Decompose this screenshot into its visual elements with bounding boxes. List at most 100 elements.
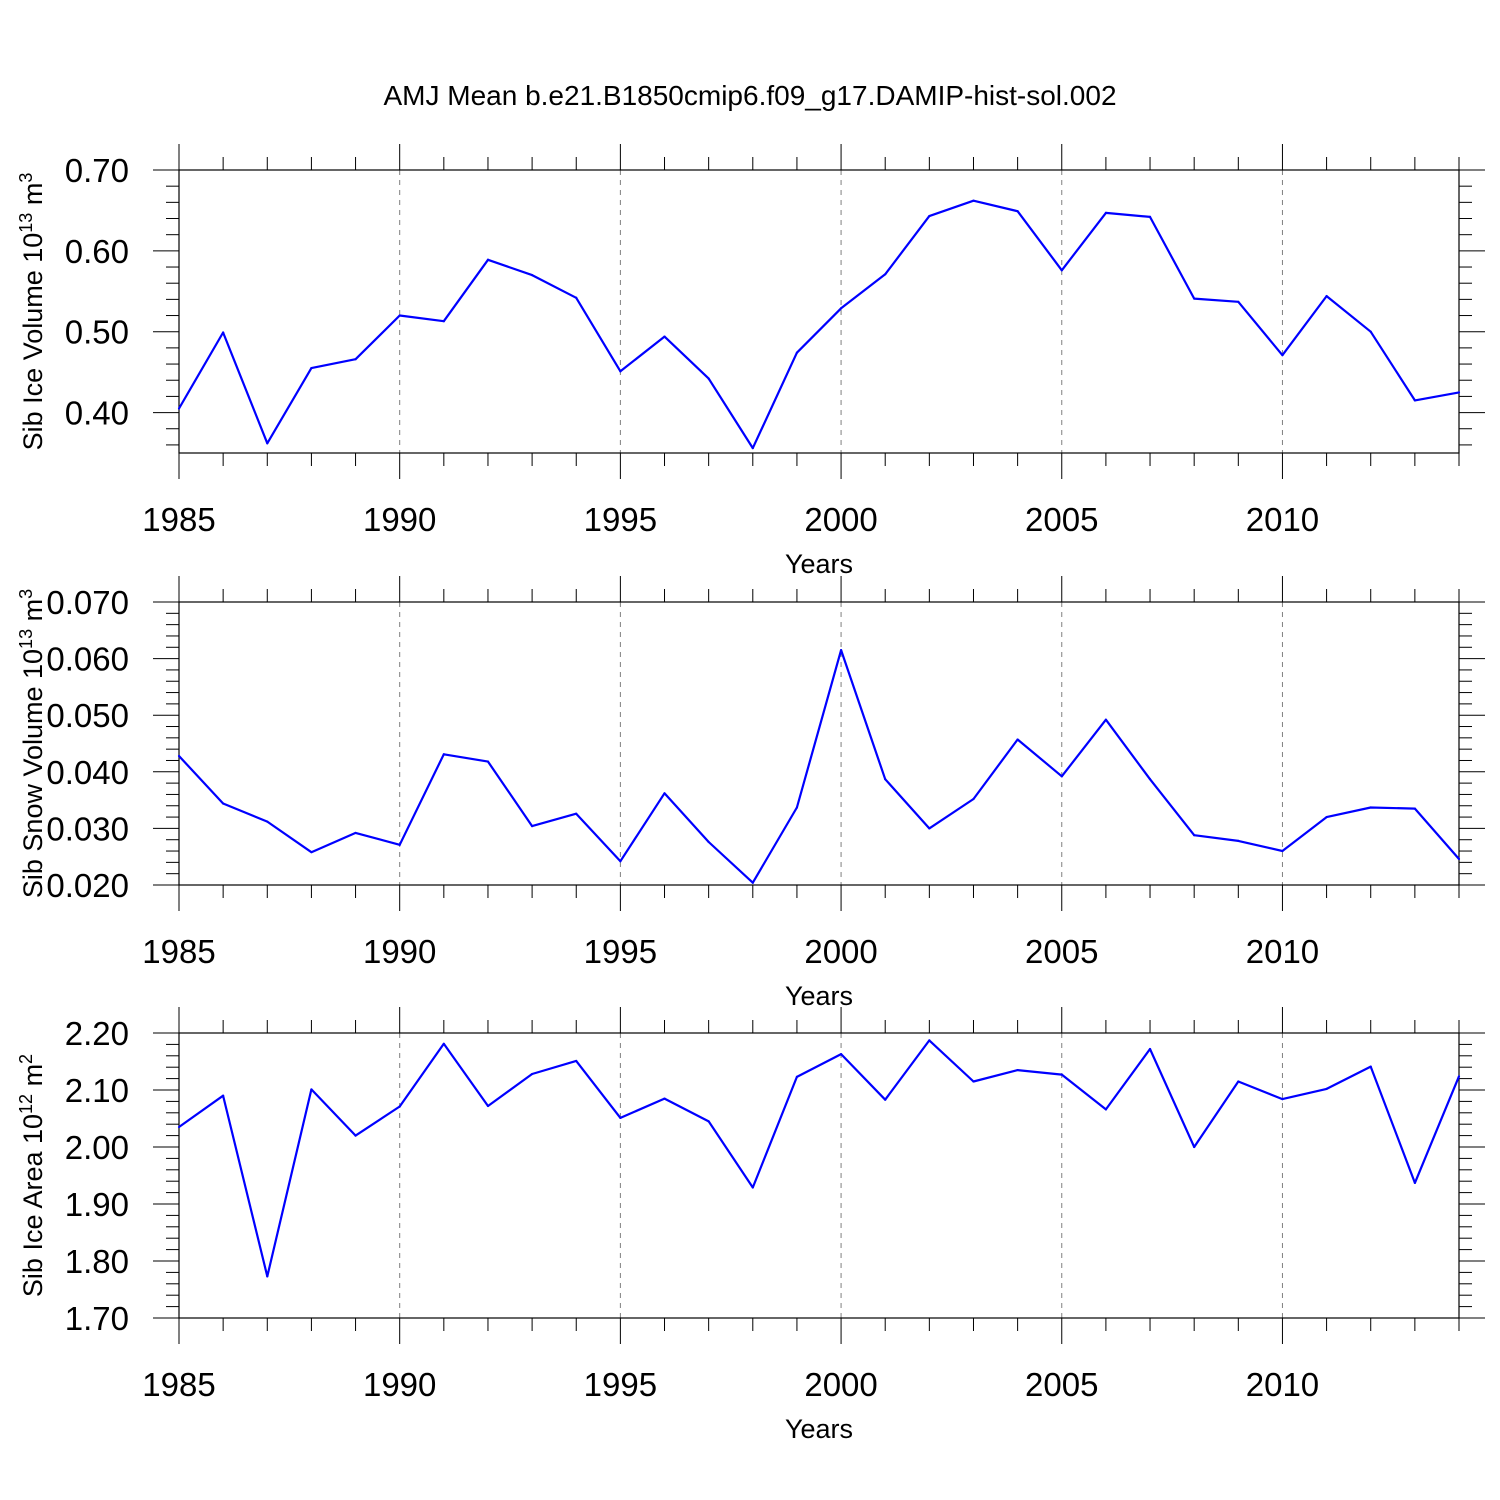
data-point [972,1080,975,1083]
x-tick-label: 1990 [363,1366,436,1403]
x-tick-label: 2000 [804,933,877,970]
y-tick-label: 0.050 [46,697,129,734]
data-point [177,1125,181,1129]
data-point [310,1088,313,1091]
y-tick-label: 0.70 [65,152,129,189]
data-point [486,760,490,763]
data-point [928,1039,931,1042]
y-tick-label: 0.020 [46,867,129,904]
data-point [442,1042,445,1045]
data-point [1325,295,1328,298]
data-point [1413,807,1416,810]
y-tick-label: 0.40 [65,395,129,432]
data-point [663,335,666,338]
data-point [1060,775,1063,778]
data-point [1016,1068,1019,1072]
data-point [1237,1080,1240,1083]
data-point [619,370,622,373]
x-tick-label: 2000 [804,501,877,538]
data-point [972,199,975,202]
series-line [178,199,1460,450]
data-point [619,1116,622,1120]
y-tick-label: 0.070 [46,584,129,621]
data-point [1457,391,1461,394]
data-point [1281,849,1284,853]
x-tick-label: 1990 [363,501,436,538]
data-point [531,1072,534,1076]
y-tick-label: 1.80 [65,1243,129,1280]
data-point [1237,839,1240,842]
data-point [310,367,313,370]
data-point [884,273,887,276]
data-point [972,797,975,801]
x-tick-label: 1985 [142,501,215,538]
data-point [619,860,622,863]
data-point [1104,1108,1107,1111]
data-point [266,442,269,445]
data-point [177,754,181,758]
data-point [266,820,269,823]
chart-panel-2: 1985 1990 1995 2000 2005 2010 0.020 0.030 0.040 0… [16,576,1485,1011]
data-point [1148,778,1152,781]
data-point [398,1105,401,1108]
data-point [707,840,710,844]
data-point [354,1134,357,1137]
data-point [884,1098,887,1101]
data-point [928,827,931,830]
series-line [178,1039,1461,1278]
data-point [1148,215,1152,218]
y-tick-label: 2.00 [65,1129,129,1166]
data-point [707,377,710,380]
x-tick-label: 2010 [1246,501,1319,538]
data-point [222,1094,225,1097]
chart-panel-1: 1985 1990 1995 2000 2005 2010 0.40 0.50 0.60 0.70… [16,144,1485,579]
data-point [266,1275,269,1278]
data-point [531,274,534,277]
data-point [442,320,445,323]
series-line [178,648,1460,884]
data-point [1193,297,1196,300]
chart-panel-3: 1985 1990 1995 2000 2005 2010 1.70 1.80 1.90 2.00… [16,1007,1485,1444]
plot-frame [178,169,1460,454]
y-axis-label: Sib Ice Area 1012 m2 [16,1054,48,1297]
x-axis-label: Years [785,549,853,579]
y-tick-label: 1.90 [65,1186,129,1223]
data-point [751,447,754,450]
data-point [1413,399,1416,402]
x-tick-label: 1985 [142,933,215,970]
data-point [839,307,843,310]
data-point [398,843,401,846]
y-tick-label: 0.040 [46,754,129,791]
data-point [839,649,843,652]
data-point [1104,718,1107,721]
y-tick-label: 0.60 [65,233,129,270]
data-point [795,806,799,809]
data-point [177,407,181,410]
data-point [1369,1065,1372,1068]
y-axis-label: Sib Snow Volume 1013 m3 [16,589,48,898]
y-tick-label: 2.10 [65,1072,129,1109]
data-point [1325,815,1328,819]
x-tick-label: 1995 [584,1366,657,1403]
data-point [310,851,313,854]
data-point [928,214,931,218]
data-point [751,881,754,884]
y-tick-label: 0.060 [46,641,129,678]
x-tick-label: 2010 [1246,933,1319,970]
x-tick-label: 2010 [1246,1366,1319,1403]
x-tick-label: 1995 [584,933,657,970]
x-tick-label: 2005 [1025,933,1098,970]
data-point [442,753,445,756]
data-point [575,1059,578,1063]
y-tick-label: 0.030 [46,810,129,847]
data-point [663,792,666,795]
data-point [486,258,490,261]
data-point [795,351,799,354]
data-point [1457,857,1461,861]
data-point [884,778,887,781]
y-axis-label: Sib Ice Volume 1013 m3 [16,173,48,451]
plot-frame [178,601,1460,886]
x-tick-label: 2005 [1025,501,1098,538]
data-point [663,1097,666,1100]
